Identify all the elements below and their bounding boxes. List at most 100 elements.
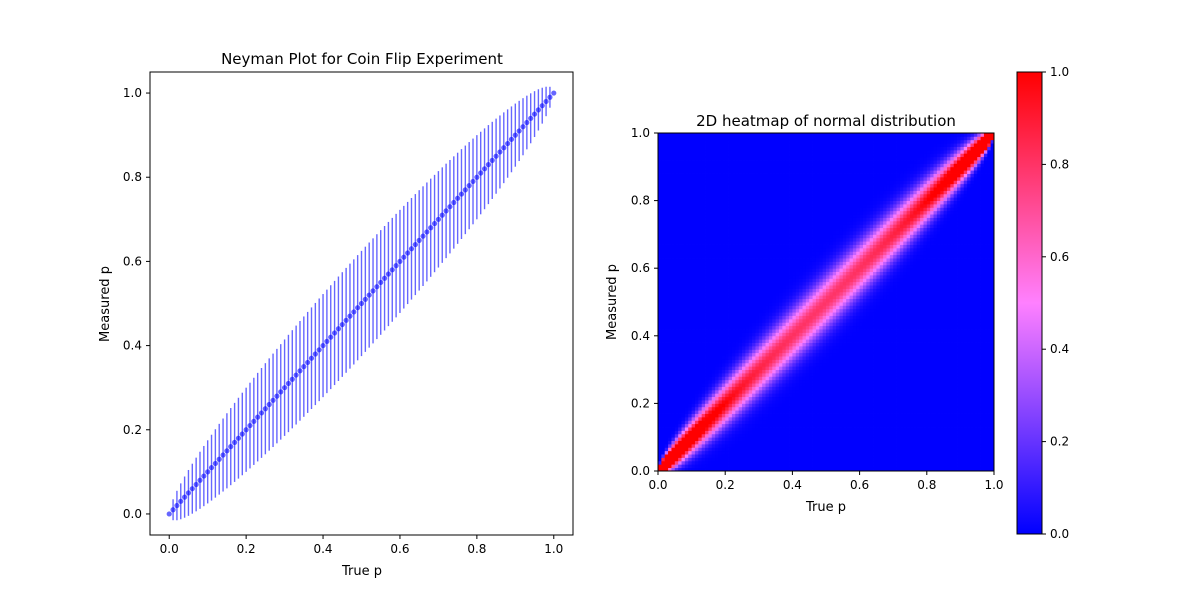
heatmap-cell	[772, 379, 776, 384]
heatmap-cell	[748, 410, 753, 414]
heatmap-cell	[910, 430, 914, 435]
heatmap-cell	[768, 312, 773, 316]
heatmap-cell	[799, 427, 803, 431]
heatmap-cell	[916, 362, 921, 367]
heatmap-cell	[973, 342, 978, 347]
heatmap-cell	[765, 437, 770, 441]
heatmap-cell	[775, 366, 780, 370]
heatmap-cell	[688, 372, 692, 377]
heatmap-cell	[873, 423, 877, 428]
heatmap-cell	[711, 416, 716, 421]
heatmap-cell	[849, 322, 854, 327]
heatmap-cell	[792, 352, 797, 357]
heatmap-cell	[876, 372, 881, 377]
heatmap-cell	[809, 335, 813, 340]
heatmap-cell	[873, 339, 877, 343]
heatmap-cell	[694, 457, 699, 462]
heatmap-cell	[758, 325, 763, 330]
heatmap-cell	[873, 416, 877, 421]
heatmap-cell	[943, 383, 948, 387]
heatmap-cell	[866, 372, 871, 377]
heatmap-cell	[745, 393, 750, 398]
heatmap-cell	[923, 420, 928, 425]
heatmap-cell	[832, 430, 837, 435]
heatmap-cell	[735, 450, 740, 455]
heatmap-cell	[721, 427, 726, 431]
heatmap-cell	[963, 359, 968, 364]
heatmap-cell	[960, 430, 965, 435]
heatmap-cell	[735, 308, 740, 313]
heatmap-cell	[698, 356, 703, 360]
heatmap-cell	[694, 400, 699, 404]
heatmap-cell	[661, 430, 666, 435]
heatmap-cell	[889, 440, 894, 445]
heatmap-cell	[752, 437, 756, 441]
heatmap-cell	[899, 322, 904, 327]
heatmap-cell	[785, 403, 790, 408]
heatmap-cell	[785, 406, 790, 411]
heatmap-cell	[805, 396, 810, 401]
heatmap-cell	[805, 352, 810, 357]
heatmap-cell	[943, 379, 948, 384]
heatmap-cell	[920, 366, 924, 370]
heatmap-cell	[963, 352, 968, 357]
heatmap-cell	[698, 400, 703, 404]
heatmap-cell	[893, 406, 897, 411]
heatmap-cell	[708, 420, 713, 425]
heatmap-cell	[963, 406, 968, 411]
heatmap-cell	[913, 447, 918, 452]
heatmap-cell	[836, 433, 840, 438]
heatmap-cell	[940, 359, 944, 364]
heatmap-cell	[755, 349, 760, 354]
heatmap-cell	[916, 433, 921, 438]
heatmap-cell	[691, 342, 696, 347]
heatmap-cell	[920, 400, 924, 404]
heatmap-cell	[698, 359, 703, 364]
heatmap-cell	[896, 379, 901, 384]
heatmap-cell	[785, 389, 790, 394]
heatmap-cell	[980, 454, 985, 458]
heatmap-cell	[668, 315, 672, 320]
heatmap-cell	[832, 389, 837, 394]
heatmap-cell	[842, 325, 847, 330]
heatmap-cell	[684, 322, 689, 327]
heatmap-cell	[920, 447, 924, 452]
heatmap-cell	[910, 386, 914, 391]
heatmap-cell	[765, 349, 770, 354]
heatmap-cell	[711, 396, 716, 401]
heatmap-cell	[718, 352, 723, 357]
heatmap-cell	[923, 329, 928, 333]
heatmap-cell	[842, 322, 847, 327]
heatmap-cell	[701, 386, 706, 391]
heatmap-cell	[960, 386, 965, 391]
heatmap-cell	[987, 386, 992, 391]
heatmap-cell	[738, 400, 743, 404]
heatmap-cell	[684, 329, 689, 333]
heatmap-cell	[789, 356, 793, 360]
heatmap-cell	[832, 352, 837, 357]
heatmap-cell	[688, 352, 692, 357]
heatmap-cell	[752, 457, 756, 462]
heatmap-cell	[725, 322, 729, 327]
heatmap-cell	[701, 366, 706, 370]
heatmap-cell	[876, 352, 881, 357]
heatmap-cell	[920, 386, 924, 391]
heatmap-cell	[836, 437, 840, 441]
heatmap-cell	[674, 400, 679, 404]
heatmap-cell	[957, 322, 961, 327]
heatmap-cell	[795, 403, 800, 408]
heatmap-cell	[772, 450, 776, 455]
heatmap-cell	[930, 339, 934, 343]
heatmap-cell	[873, 369, 877, 374]
heatmap-cell	[977, 427, 981, 431]
heatmap-cell	[731, 416, 736, 421]
heatmap-cell	[694, 335, 699, 340]
heatmap-cell	[664, 369, 669, 374]
data-point	[289, 376, 295, 382]
heatmap-cell	[708, 339, 713, 343]
heatmap-cell	[755, 410, 760, 414]
heatmap-cell	[678, 464, 682, 469]
data-point	[397, 258, 403, 265]
data-point	[281, 385, 288, 391]
heatmap-cell	[923, 437, 928, 441]
